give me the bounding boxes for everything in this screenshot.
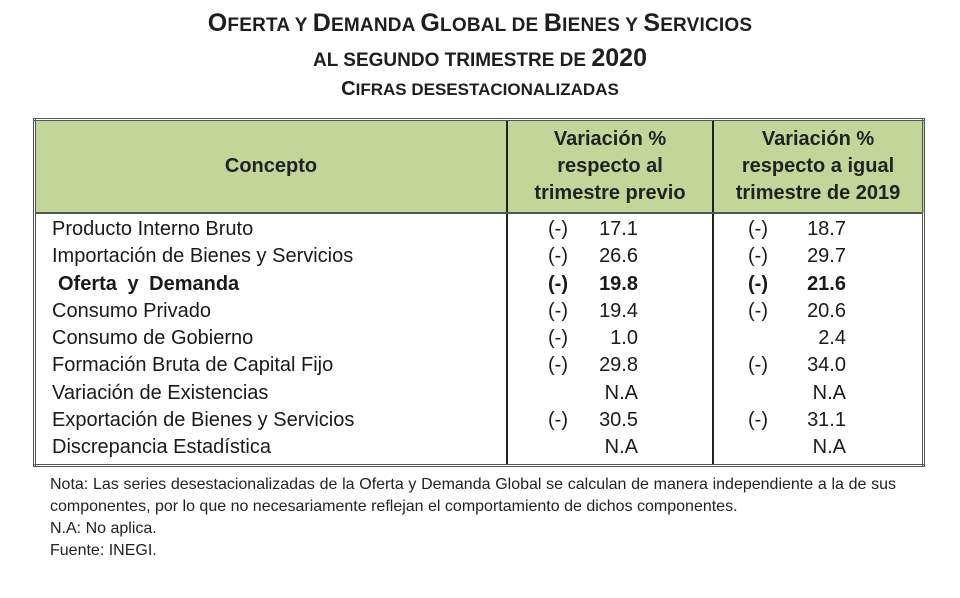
value: N.A	[604, 436, 638, 459]
table-row: Variación de Existencias N.A N.A	[34, 379, 924, 408]
value: 34.0	[807, 354, 846, 377]
na-note: N.A: No aplica.	[50, 520, 157, 537]
value: 19.8	[599, 272, 638, 295]
value: 20.6	[807, 299, 846, 322]
value: 18.7	[807, 218, 846, 240]
negative-sign	[714, 380, 768, 407]
variation-same-quarter-2019-cell: (-) 18.7	[713, 213, 924, 243]
value: 26.6	[599, 245, 638, 268]
negative-sign: (-)	[548, 327, 568, 350]
table-row: Discrepancia Estadística N.A N.A	[34, 434, 924, 466]
negative-sign: (-)	[548, 299, 568, 322]
concept-cell: Formación Bruta de Capital Fijo	[34, 352, 508, 380]
table-row: Exportación de Bienes y Servicios (-) 30.5…	[34, 407, 924, 435]
value: N.A	[812, 436, 846, 459]
negative-sign	[714, 325, 768, 352]
value: 17.1	[599, 218, 638, 240]
negative-sign: (-)	[548, 218, 568, 240]
value: 2.4	[818, 327, 846, 350]
variation-same-quarter-2019-cell: N.A	[713, 434, 924, 465]
title-line-2: AL SEGUNDO TRIMESTRE DE 2020	[313, 44, 647, 72]
negative-sign: (-)	[748, 409, 768, 432]
table-row: Formación Bruta de Capital Fijo (-) 29.8 (-…	[34, 352, 924, 380]
concept-cell: Oferta y Demanda	[34, 270, 508, 298]
negative-sign: (-)	[748, 272, 768, 295]
table-header-row: Concepto Variación % respecto al trimest…	[34, 119, 924, 214]
variation-previous-quarter-cell: (-) 19.4	[507, 297, 714, 326]
variation-same-quarter-2019-cell: (-) 21.6	[713, 271, 924, 298]
value: 21.6	[807, 272, 846, 295]
note-text: Nota: Las series desestacionalizadas de …	[50, 476, 896, 515]
header-variacion-igual-trimestre-2019: Variación % respecto a igual trimestre d…	[713, 119, 924, 214]
value: 30.5	[599, 409, 638, 432]
negative-sign: (-)	[548, 409, 568, 432]
source-note: Fuente: INEGI.	[50, 542, 157, 559]
variation-previous-quarter-cell: N.A	[507, 434, 714, 466]
value: N.A	[604, 381, 638, 404]
negative-sign	[508, 380, 568, 407]
value: 29.7	[807, 245, 846, 268]
concept-cell: Producto Interno Bruto	[34, 213, 508, 244]
negative-sign: (-)	[548, 245, 568, 268]
table-row: Producto Interno Bruto (-) 17.1 (-) 18.7	[34, 213, 924, 244]
variation-same-quarter-2019-cell: 2.4	[713, 325, 924, 352]
header-concepto: Concepto	[34, 119, 508, 214]
negative-sign	[714, 434, 768, 461]
variation-same-quarter-2019-cell: (-) 20.6	[713, 298, 924, 325]
table-row: Consumo de Gobierno (-) 1.0 2.4	[34, 325, 924, 353]
concept-cell: Exportación de Bienes y Servicios	[34, 407, 508, 435]
variation-previous-quarter-cell: (-) 30.5	[507, 407, 714, 435]
variation-previous-quarter-cell: (-) 26.6	[507, 243, 714, 271]
table-row: Consumo Privado (-) 19.4 (-) 20.6	[34, 297, 924, 326]
variation-previous-quarter-cell: (-) 1.0	[507, 325, 714, 353]
variation-same-quarter-2019-cell: (-) 29.7	[713, 243, 924, 270]
variation-same-quarter-2019-cell: (-) 31.1	[713, 407, 924, 434]
value: 1.0	[610, 327, 638, 350]
footnotes: Nota: Las series desestacionalizadas de …	[50, 474, 896, 562]
negative-sign: (-)	[748, 245, 768, 268]
negative-sign	[508, 434, 568, 461]
negative-sign: (-)	[748, 354, 768, 377]
concept-cell: Importación de Bienes y Servicios	[34, 243, 508, 271]
concept-cell: Discrepancia Estadística	[34, 434, 508, 466]
variation-previous-quarter-cell: (-) 29.8	[507, 352, 714, 380]
value: N.A	[812, 381, 846, 404]
value: 29.8	[599, 354, 638, 377]
value: 19.4	[599, 299, 638, 322]
title-line-3: CIFRAS DESESTACIONALIZADAS	[341, 78, 619, 100]
table-row: Oferta y Demanda (-) 19.8 (-) 21.6	[34, 270, 924, 298]
negative-sign: (-)	[748, 218, 768, 240]
negative-sign: (-)	[548, 272, 568, 295]
negative-sign: (-)	[548, 354, 568, 377]
negative-sign: (-)	[748, 299, 768, 322]
concept-cell: Consumo de Gobierno	[34, 325, 508, 353]
variation-previous-quarter-cell: (-) 17.1	[507, 213, 714, 244]
title-line-1: OFERTA Y DEMANDA GLOBAL DE BIENES Y SERV…	[207, 9, 753, 37]
value: 31.1	[807, 409, 846, 432]
header-variacion-trimestre-previo: Variación % respecto al trimestre previo	[507, 119, 714, 214]
variation-same-quarter-2019-cell: N.A	[713, 380, 924, 407]
variation-previous-quarter-cell: N.A	[507, 379, 714, 408]
supply-demand-table: Concepto Variación % respecto al trimest…	[33, 118, 925, 467]
report-title: OFERTA Y DEMANDA GLOBAL DE BIENES Y SERV…	[0, 6, 960, 103]
variation-same-quarter-2019-cell: (-) 34.0	[713, 352, 924, 379]
concept-cell: Variación de Existencias	[34, 379, 508, 408]
concept-cell: Consumo Privado	[34, 297, 508, 326]
table-row: Importación de Bienes y Servicios (-) 26.6…	[34, 243, 924, 271]
variation-previous-quarter-cell: (-) 19.8	[507, 270, 714, 298]
